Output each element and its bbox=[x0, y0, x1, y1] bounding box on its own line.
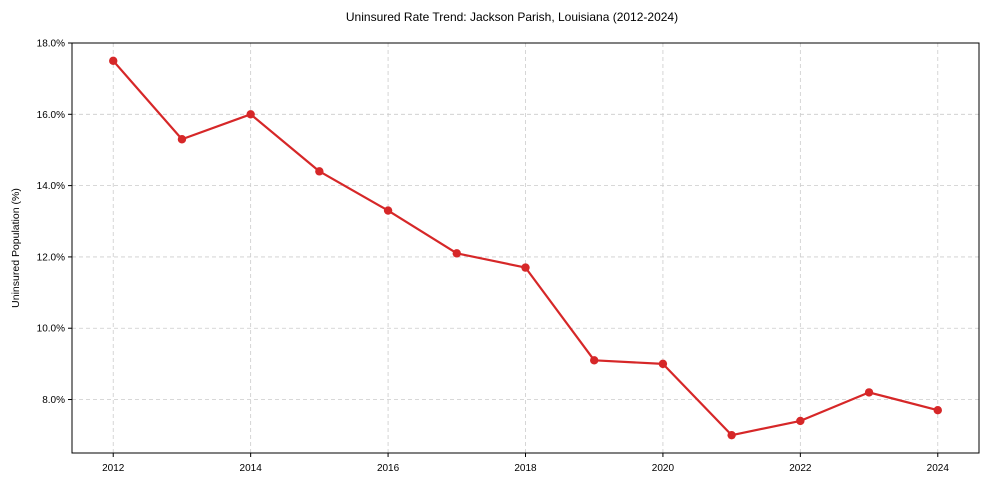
data-point-marker bbox=[796, 416, 805, 426]
y-tick-label: 16.0% bbox=[37, 110, 65, 121]
y-axis-label: Uninsured Population (%) bbox=[10, 188, 22, 308]
y-tick-label: 8.0% bbox=[42, 395, 65, 406]
x-tick-label: 2020 bbox=[652, 463, 675, 474]
x-tick-label: 2022 bbox=[789, 463, 812, 474]
data-point-marker bbox=[590, 356, 599, 365]
data-point-marker bbox=[933, 406, 942, 415]
data-point-marker bbox=[658, 359, 668, 369]
data-point-marker bbox=[315, 167, 324, 176]
grid-lines bbox=[72, 42, 979, 453]
y-tick-label: 18.0% bbox=[37, 39, 65, 50]
data-point-marker bbox=[109, 56, 118, 66]
x-tick-label: 2024 bbox=[927, 463, 950, 474]
x-tick-label: 2014 bbox=[240, 463, 263, 474]
data-point-marker bbox=[246, 110, 255, 119]
data-point-marker bbox=[383, 206, 393, 215]
chart-title: Uninsured Rate Trend: Jackson Parish, Lo… bbox=[346, 10, 678, 24]
data-point-marker bbox=[521, 263, 530, 272]
data-point-marker bbox=[177, 135, 187, 144]
data-point-marker bbox=[727, 430, 736, 440]
y-tick-label: 14.0% bbox=[37, 181, 65, 192]
data-point-marker bbox=[452, 249, 461, 258]
y-tick-label: 10.0% bbox=[37, 324, 65, 335]
x-axis: 2012 2014 2016 2018 2020 2022 2024 bbox=[102, 453, 949, 474]
x-tick-label: 2018 bbox=[514, 463, 537, 474]
y-tick-label: 12.0% bbox=[37, 252, 65, 263]
y-axis: 8.0% 10.0% 12.0% 14.0% 16.0% 18.0% bbox=[37, 39, 72, 406]
data-point-marker bbox=[864, 388, 874, 397]
x-tick-label: 2012 bbox=[102, 463, 125, 474]
data-series bbox=[109, 56, 942, 440]
x-tick-label: 2016 bbox=[377, 463, 400, 474]
